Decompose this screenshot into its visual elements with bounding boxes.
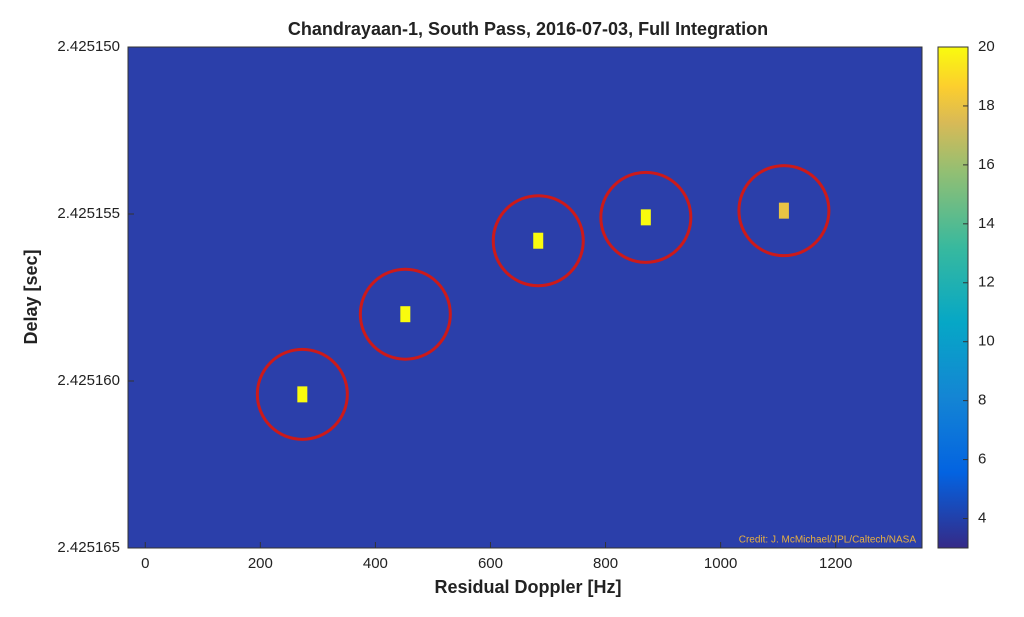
plot-frame <box>127 46 923 549</box>
signal-cell <box>640 209 651 226</box>
signal-cell <box>533 232 544 249</box>
x-axis-label: Residual Doppler [Hz] <box>434 577 621 597</box>
chart-title: Chandrayaan-1, South Pass, 2016-07-03, F… <box>288 19 768 39</box>
y-tick-label: 2.425165 <box>57 539 120 556</box>
x-tick-label: 1200 <box>819 555 852 572</box>
colorbar-tick-label: 6 <box>978 451 986 468</box>
colorbar-tick-label: 16 <box>978 156 995 173</box>
colorbar-tick-label: 10 <box>978 333 995 350</box>
x-tick-label: 200 <box>248 555 273 572</box>
colorbar-tick-label: 14 <box>978 215 995 232</box>
x-tick-label: 1000 <box>704 555 737 572</box>
highlight-circle <box>599 170 693 264</box>
colorbar <box>938 47 968 548</box>
signal-cell <box>778 202 789 219</box>
colorbar-tick-label: 8 <box>978 392 986 409</box>
y-tick-label: 2.425150 <box>57 38 120 55</box>
signal-cell <box>297 386 308 403</box>
colorbar-tick-label: 18 <box>978 97 995 114</box>
highlight-circle <box>491 194 585 288</box>
x-tick-label: 400 <box>363 555 388 572</box>
plot-background <box>128 47 922 548</box>
colorbar-frame <box>937 46 969 549</box>
x-tick-label: 0 <box>141 555 149 572</box>
highlight-circle <box>255 347 349 441</box>
colorbar-tick-label: 12 <box>978 274 995 291</box>
colorbar-tick-label: 20 <box>978 38 995 55</box>
highlight-circle <box>737 164 831 258</box>
colorbar-tick-label: 4 <box>978 509 986 526</box>
y-tick-label: 2.425155 <box>57 205 120 222</box>
y-axis-label: Delay [sec] <box>21 249 41 344</box>
x-tick-label: 800 <box>593 555 618 572</box>
highlight-circle <box>358 267 452 361</box>
signal-cell <box>400 306 411 323</box>
credit: Credit: J. McMichael/JPL/Caltech/NASA <box>739 535 917 546</box>
x-tick-label: 600 <box>478 555 503 572</box>
y-tick-label: 2.425160 <box>57 372 120 389</box>
